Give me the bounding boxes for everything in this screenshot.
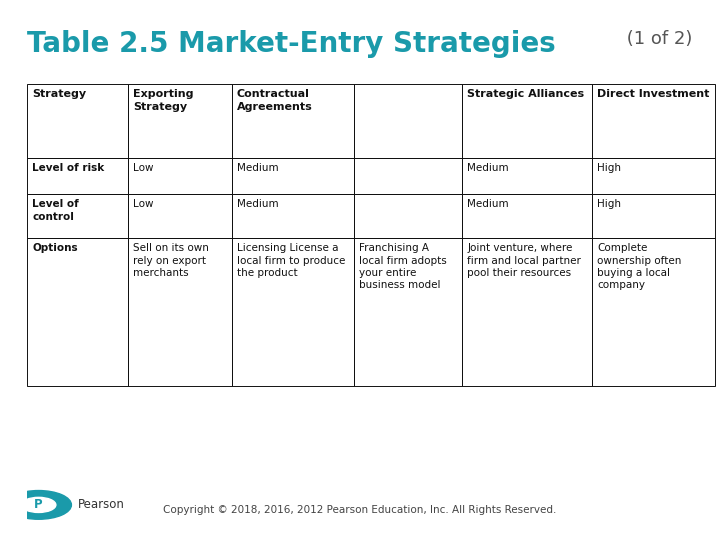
Text: Licensing License a
local firm to produce
the product: Licensing License a local firm to produc… (237, 243, 345, 278)
Circle shape (22, 497, 56, 512)
Text: Low: Low (132, 199, 153, 210)
Text: Exporting
Strategy: Exporting Strategy (132, 89, 193, 111)
Text: Medium: Medium (467, 199, 509, 210)
Text: Copyright © 2018, 2016, 2012 Pearson Education, Inc. All Rights Reserved.: Copyright © 2018, 2016, 2012 Pearson Edu… (163, 505, 557, 515)
Text: Complete
ownership often
buying a local
company: Complete ownership often buying a local … (598, 243, 682, 291)
Text: High: High (598, 163, 621, 173)
Circle shape (6, 490, 71, 519)
Text: Strategic Alliances: Strategic Alliances (467, 89, 585, 99)
Text: Joint venture, where
firm and local partner
pool their resources: Joint venture, where firm and local part… (467, 243, 581, 278)
Text: Medium: Medium (467, 163, 509, 173)
Text: Sell on its own
rely on export
merchants: Sell on its own rely on export merchants (132, 243, 209, 278)
Text: P: P (35, 498, 43, 511)
Text: Franchising A
local firm adopts
your entire
business model: Franchising A local firm adopts your ent… (359, 243, 447, 291)
Text: Pearson: Pearson (78, 498, 125, 511)
Text: Strategy: Strategy (32, 89, 86, 99)
Text: High: High (598, 199, 621, 210)
Text: (1 of 2): (1 of 2) (621, 30, 692, 48)
Text: Table 2.5 Market-Entry Strategies: Table 2.5 Market-Entry Strategies (27, 30, 556, 58)
Text: Direct Investment: Direct Investment (598, 89, 710, 99)
Text: Level of risk: Level of risk (32, 163, 104, 173)
Text: Medium: Medium (237, 199, 279, 210)
Text: Level of
control: Level of control (32, 199, 79, 222)
Text: Medium: Medium (237, 163, 279, 173)
Text: Low: Low (132, 163, 153, 173)
Text: Options: Options (32, 243, 78, 253)
Text: Contractual
Agreements: Contractual Agreements (237, 89, 312, 111)
